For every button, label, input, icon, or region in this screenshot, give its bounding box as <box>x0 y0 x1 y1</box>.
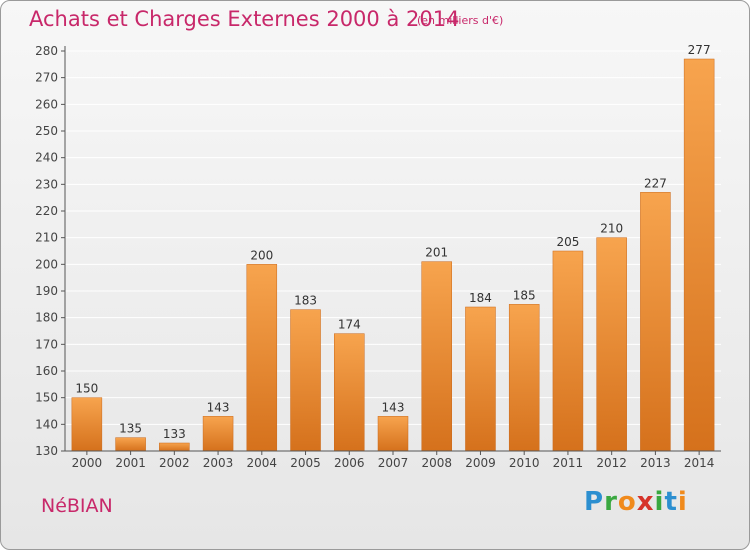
data-label-2000: 150 <box>75 382 98 396</box>
logo-letter: x <box>636 487 655 517</box>
x-tick-label-2004: 2004 <box>247 456 278 470</box>
y-tick-label: 280 <box>35 44 58 58</box>
bar-2003 <box>202 416 234 452</box>
bar-2012 <box>596 237 627 452</box>
bar-2013 <box>640 192 671 452</box>
bar-2004 <box>246 264 278 452</box>
bar-2010 <box>508 304 540 452</box>
bar-2001 <box>115 437 146 452</box>
labels-layer: 150 135 133 143 200 183 174 143 201 184 185 205 210 2… <box>75 43 710 441</box>
x-tick-label-2001: 2001 <box>115 456 146 470</box>
bar-2011 <box>552 250 584 452</box>
x-tick-label-2011: 2011 <box>553 456 584 470</box>
x-tick-label-2013: 2013 <box>640 456 671 470</box>
y-tick-label: 200 <box>35 257 58 271</box>
x-tick-label-2006: 2006 <box>334 456 365 470</box>
x-tick-label-2008: 2008 <box>421 456 452 470</box>
y-tick-label: 190 <box>35 284 58 298</box>
bar-2002 <box>159 442 190 452</box>
y-tick-label: 180 <box>35 311 58 325</box>
bar-2006 <box>334 333 365 452</box>
data-label-2011: 205 <box>556 235 579 249</box>
y-tick-label: 230 <box>35 177 58 191</box>
logo-letter: o <box>617 487 637 517</box>
y-tick-label: 160 <box>35 364 58 378</box>
logo-letter: t <box>664 487 678 517</box>
y-tick-label: 150 <box>35 391 58 405</box>
x-tick-label-2012: 2012 <box>596 456 627 470</box>
y-tick-label: 220 <box>35 204 58 218</box>
data-label-2009: 184 <box>469 291 492 305</box>
x-tick-label-2014: 2014 <box>684 456 715 470</box>
data-label-2003: 143 <box>207 400 230 414</box>
data-label-2010: 185 <box>513 288 536 302</box>
data-label-2005: 183 <box>294 294 317 308</box>
bar-2009 <box>465 306 496 452</box>
axes-layer: 130 140 150 160 170 180 190 200 210 220 230 240 250 2… <box>35 44 721 470</box>
x-tick-label-2003: 2003 <box>203 456 234 470</box>
x-tick-label-2010: 2010 <box>509 456 540 470</box>
chart-subtitle: (en milliers d'€) <box>417 14 504 27</box>
data-label-2013: 227 <box>644 176 667 190</box>
y-tick-label: 170 <box>35 337 58 351</box>
data-label-2001: 135 <box>119 422 142 436</box>
data-label-2014: 277 <box>688 43 711 57</box>
y-tick-label: 250 <box>35 124 58 138</box>
chart-title: Achats et Charges Externes 2000 à 2014 <box>29 7 460 31</box>
y-tick-label: 140 <box>35 417 58 431</box>
y-tick-label: 270 <box>35 71 58 85</box>
logo-letter: i <box>677 487 688 517</box>
x-tick-label-2005: 2005 <box>290 456 321 470</box>
proxiti-logo: Proxiti <box>584 487 688 517</box>
bars-layer <box>71 58 715 452</box>
x-tick-label-2002: 2002 <box>159 456 190 470</box>
logo-letter: P <box>584 487 605 517</box>
bar-2014 <box>683 58 715 452</box>
y-tick-label: 130 <box>35 444 58 458</box>
x-tick-label-2000: 2000 <box>72 456 103 470</box>
data-label-2012: 210 <box>600 222 623 236</box>
y-tick-label: 240 <box>35 151 58 165</box>
bar-2000 <box>71 397 103 452</box>
data-label-2002: 133 <box>163 427 186 441</box>
y-tick-label: 210 <box>35 231 58 245</box>
commune-name: NéBIAN <box>41 495 113 517</box>
bar-2008 <box>421 261 452 452</box>
data-label-2007: 143 <box>382 400 405 414</box>
x-tick-label-2007: 2007 <box>378 456 409 470</box>
bar-2005 <box>290 309 321 452</box>
data-label-2006: 174 <box>338 318 361 332</box>
data-label-2008: 201 <box>425 246 448 260</box>
logo-letter: i <box>654 487 665 517</box>
y-tick-label: 260 <box>35 97 58 111</box>
bar-2007 <box>377 416 409 452</box>
x-tick-label-2009: 2009 <box>465 456 496 470</box>
data-label-2004: 200 <box>250 248 273 262</box>
logo-letter: r <box>604 487 618 517</box>
